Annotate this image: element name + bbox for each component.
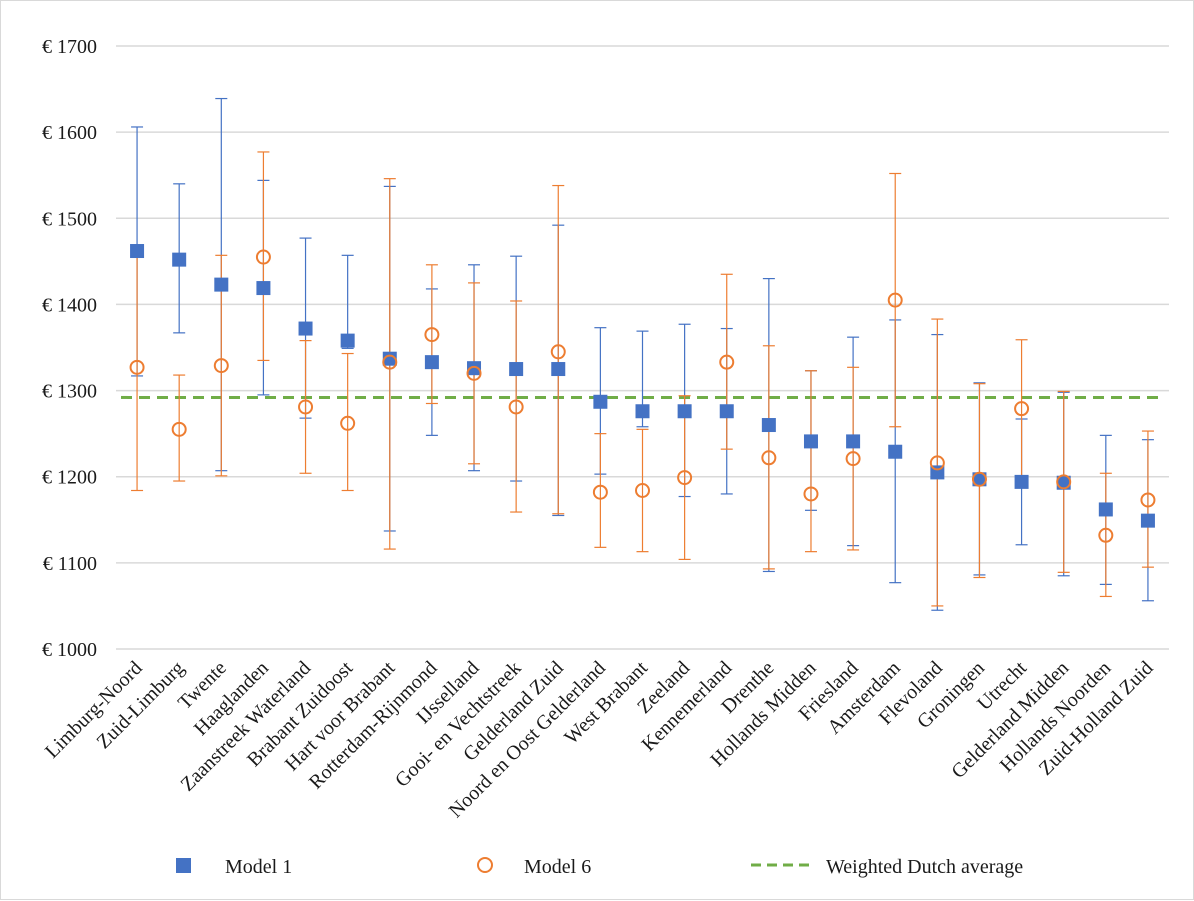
x-axis-category-labels: Limburg-NoordZuid-LimburgTwenteHaaglande…	[41, 657, 1158, 823]
legend: Model 1 Model 6 Weighted Dutch average	[176, 856, 1023, 878]
model6-point	[550, 344, 566, 360]
model6-point	[1098, 527, 1114, 543]
model1-point	[256, 281, 271, 296]
y-axis-tick-labels: € 1000 € 1100 € 1200 € 1300 € 1400 € 1500 € 16…	[42, 36, 97, 661]
model6-point	[382, 354, 398, 370]
y-tick-label: € 1200	[42, 467, 97, 489]
model6-point	[129, 359, 145, 375]
model1-point	[130, 244, 145, 259]
model6-point	[1056, 474, 1072, 490]
model1-point	[761, 418, 776, 433]
y-tick-label: € 1700	[42, 36, 97, 58]
model6-point	[213, 358, 229, 374]
model1-point	[846, 434, 861, 449]
y-tick-label: € 1500	[42, 208, 97, 230]
model1-point	[467, 361, 482, 376]
model1-point	[972, 472, 987, 487]
data-markers	[129, 244, 1156, 543]
model6-point	[719, 354, 735, 370]
error-bars	[131, 97, 1154, 611]
model1-point	[424, 355, 439, 370]
legend-model6-marker	[477, 857, 493, 873]
y-tick-label: € 1000	[42, 639, 97, 661]
model6-point	[340, 415, 356, 431]
model6-point	[845, 451, 861, 467]
model6-point	[1140, 492, 1156, 508]
model1-point	[214, 277, 229, 292]
model6-point	[592, 484, 608, 500]
model6-point	[255, 249, 271, 265]
legend-model1-label: Model 1	[225, 856, 292, 878]
model6-point	[1014, 401, 1030, 417]
model1-point	[635, 404, 650, 419]
y-tick-label: € 1600	[42, 122, 97, 144]
model6-point	[929, 455, 945, 471]
model1-point	[509, 362, 524, 377]
model1-point	[593, 394, 608, 409]
model6-point	[508, 399, 524, 415]
model6-point	[677, 470, 693, 486]
model1-point	[340, 333, 355, 348]
legend-average-label: Weighted Dutch average	[826, 856, 1023, 878]
legend-model6-label: Model 6	[524, 856, 591, 878]
model1-point	[1140, 513, 1155, 528]
model6-point	[171, 421, 187, 437]
y-tick-label: € 1300	[42, 381, 97, 403]
y-tick-label: € 1100	[43, 553, 97, 575]
model6-point	[971, 471, 987, 487]
model1-point	[677, 404, 692, 419]
model1-point	[719, 404, 734, 419]
model1-point	[1098, 502, 1113, 517]
model1-point	[382, 351, 397, 366]
model1-point	[803, 434, 818, 449]
model6-point	[635, 482, 650, 498]
model6-point	[466, 365, 482, 381]
model6-point	[887, 292, 903, 308]
model1-point	[298, 321, 313, 336]
model1-point	[551, 362, 566, 377]
legend-model1-marker	[176, 858, 191, 873]
model6-point	[761, 450, 777, 466]
model6-point	[424, 327, 440, 343]
y-tick-label: € 1400	[42, 294, 97, 316]
model1-point	[1014, 474, 1029, 489]
model1-point	[172, 252, 187, 267]
model1-point	[888, 444, 903, 459]
model6-point	[803, 486, 819, 502]
model6-point	[298, 399, 314, 415]
